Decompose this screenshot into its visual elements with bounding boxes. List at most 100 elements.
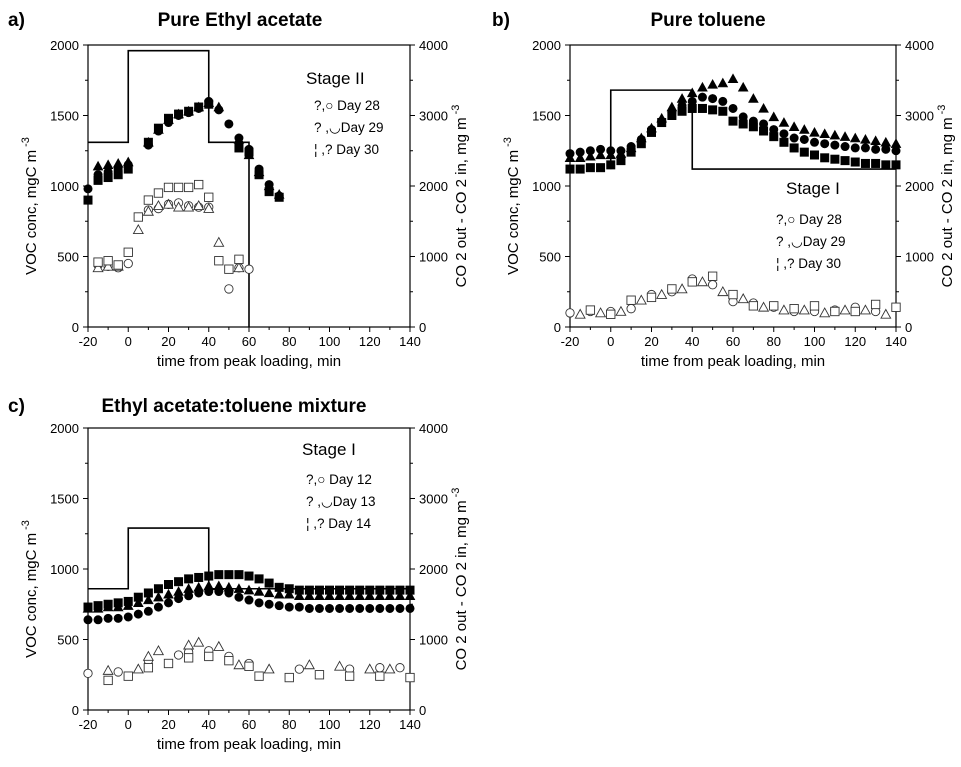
data-point-circle-filled — [164, 598, 174, 608]
data-point-triangle-filled — [697, 81, 708, 92]
data-point-circle-filled — [345, 603, 355, 613]
data-point-triangle-filled — [132, 597, 144, 608]
x-tick-label: 120 — [359, 334, 381, 349]
data-point-circle-filled — [83, 615, 93, 625]
data-point-square-filled — [194, 102, 204, 112]
data-point-triangle-filled — [829, 129, 841, 140]
legend-entry: ¦ ,? Day 30 — [776, 256, 841, 271]
data-point-square-filled — [264, 578, 274, 588]
data-point-square-filled — [153, 584, 163, 594]
data-point-square-filled — [565, 164, 575, 174]
x-tick-label: 40 — [685, 334, 699, 349]
panel-letter: c) — [8, 396, 25, 417]
data-point-square-filled — [294, 585, 304, 595]
data-point-triangle-filled — [183, 583, 194, 593]
data-point-circle-filled — [355, 603, 365, 613]
y-left-axis-label-text: VOC conc, mgC m — [23, 150, 40, 275]
y-right-tick-label: 4000 — [419, 38, 448, 53]
data-point-square-open — [234, 254, 244, 264]
x-tick-label: 80 — [282, 717, 296, 732]
data-point-triangle-filled — [839, 131, 851, 141]
data-point-square-open — [93, 257, 103, 267]
data-point-circle-filled — [274, 601, 284, 611]
y-right-tick-label: 1000 — [419, 250, 448, 265]
data-point-triangle-open — [594, 307, 607, 318]
data-point-square-filled — [164, 580, 174, 590]
data-point-square-filled — [881, 160, 891, 170]
data-point-circle-filled — [375, 603, 385, 613]
data-point-triangle-open — [152, 199, 165, 211]
data-point-circle-open — [707, 280, 718, 290]
data-point-triangle-open — [203, 202, 215, 213]
loading-profile-line — [88, 527, 410, 590]
data-point-square-filled — [585, 163, 595, 173]
data-point-triangle-filled — [585, 150, 596, 161]
data-point-triangle-filled — [334, 590, 345, 600]
data-point-square-filled — [789, 143, 799, 153]
data-point-circle-filled — [871, 144, 881, 154]
y-left-axis-label-sup: -3 — [20, 520, 32, 530]
data-point-square-filled — [850, 157, 860, 167]
series-square-open — [93, 179, 244, 274]
x-tick-label: 140 — [885, 334, 907, 349]
data-point-square-open — [870, 299, 881, 310]
data-point-circle-filled — [708, 94, 718, 104]
x-tick-label: 40 — [202, 334, 216, 349]
data-point-circle-filled — [335, 603, 345, 613]
data-point-triangle-open — [859, 304, 872, 315]
data-point-square-filled — [264, 187, 274, 197]
data-point-square-open — [224, 656, 234, 666]
data-point-square-filled — [759, 126, 769, 136]
x-tick-label: 140 — [399, 717, 421, 732]
data-point-circle-filled — [314, 603, 324, 613]
data-point-square-open — [103, 256, 113, 266]
data-point-triangle-filled — [193, 581, 205, 592]
x-tick-label: 60 — [242, 717, 256, 732]
data-point-triangle-filled — [809, 126, 820, 137]
data-point-triangle-filled — [263, 587, 275, 598]
data-point-circle-filled — [304, 603, 314, 613]
data-point-triangle-open — [384, 663, 396, 674]
data-point-square-filled — [769, 132, 779, 142]
data-point-square-open — [133, 212, 143, 222]
legend-entry: ¦ ,? Day 30 — [314, 142, 379, 157]
legend-entry: ? ,◡Day 13 — [306, 494, 376, 509]
data-point-square-filled — [174, 109, 184, 119]
data-point-square-open — [707, 271, 718, 281]
y-right-axis-label: CO 2 out - CO 2 in, mg m -3 — [936, 105, 956, 288]
data-point-triangle-open — [737, 293, 749, 304]
data-point-triangle-open — [102, 664, 114, 675]
data-point-circle-open — [83, 668, 93, 678]
data-point-square-filled — [708, 105, 718, 115]
data-point-square-filled — [345, 585, 355, 595]
x-tick-label: 0 — [607, 334, 614, 349]
data-point-square-filled — [234, 143, 244, 153]
data-point-circle-open — [395, 663, 405, 673]
data-point-square-filled — [143, 588, 153, 598]
x-tick-label: 20 — [161, 334, 175, 349]
data-point-circle-filled — [860, 143, 870, 153]
data-point-square-open — [153, 188, 164, 198]
data-point-square-filled — [820, 153, 830, 163]
data-point-triangle-filled — [92, 160, 104, 171]
data-point-triangle-filled — [213, 580, 225, 591]
data-point-triangle-filled — [203, 580, 215, 591]
data-point-circle-filled — [697, 92, 707, 102]
data-point-square-open — [748, 301, 759, 311]
data-point-triangle-filled — [344, 590, 355, 600]
x-tick-label: 100 — [804, 334, 826, 349]
series-square-open — [103, 651, 415, 686]
data-point-triangle-open — [142, 650, 154, 661]
data-point-square-filled — [840, 156, 850, 166]
data-point-triangle-open — [172, 201, 185, 212]
data-point-square-open — [244, 661, 254, 671]
data-point-square-open — [214, 256, 224, 266]
y-left-tick-label: 0 — [72, 703, 79, 718]
data-point-triangle-filled — [819, 128, 831, 138]
data-point-circle-filled — [809, 137, 819, 147]
data-point-square-open — [606, 309, 616, 319]
data-point-circle-filled — [224, 119, 234, 129]
data-point-triangle-filled — [273, 588, 285, 599]
data-point-square-open — [173, 182, 184, 193]
y-right-axis-label: CO 2 out - CO 2 in, mg m -3 — [450, 488, 470, 671]
